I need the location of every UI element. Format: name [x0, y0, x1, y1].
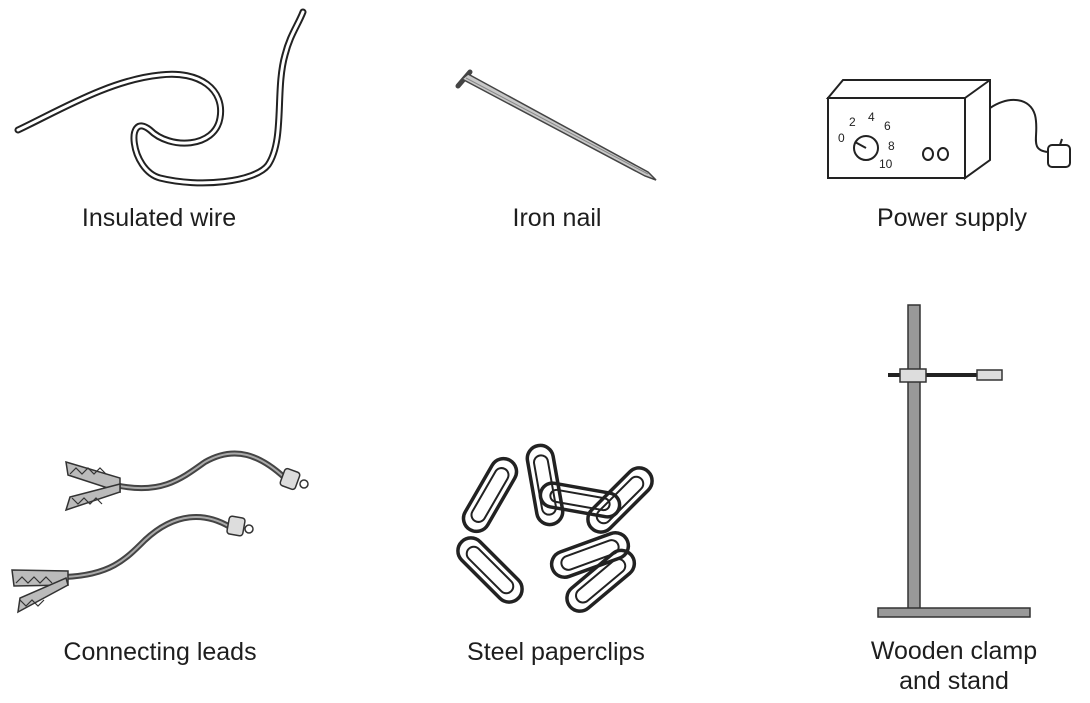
- dial-number-2: 2: [849, 115, 856, 129]
- dial-number-8: 8: [888, 139, 895, 153]
- paperclip-7: [565, 548, 637, 613]
- dial-number-10: 10: [879, 157, 893, 171]
- paperclip-5: [456, 536, 524, 604]
- insulated-wire-label: Insulated wire: [81, 204, 237, 232]
- clamp-stand-label-line2: and stand: [899, 667, 1009, 695]
- clamp-boss: [899, 368, 927, 383]
- stand-rod: [907, 304, 921, 611]
- steel-paperclips-label: Steel paperclips: [467, 638, 645, 666]
- paperclip-4: [538, 481, 622, 519]
- dial-number-4: 4: [868, 110, 875, 124]
- iron-nail-label: Iron nail: [512, 204, 602, 232]
- plug: [1047, 144, 1071, 168]
- clamp-jaw: [976, 369, 1003, 381]
- clamp-stand-label: Wooden clamp and stand: [824, 636, 1084, 696]
- stand-base: [877, 607, 1031, 618]
- terminal-left: [922, 147, 934, 161]
- power-supply-label: Power supply: [876, 204, 1028, 232]
- paperclip-1: [461, 456, 519, 534]
- clamp-stand-label-line1: Wooden clamp: [870, 637, 1038, 665]
- connecting-leads-label: Connecting leads: [63, 638, 257, 666]
- dial-number-6: 6: [884, 119, 891, 133]
- dial-number-0: 0: [838, 131, 845, 145]
- terminal-right: [937, 147, 949, 161]
